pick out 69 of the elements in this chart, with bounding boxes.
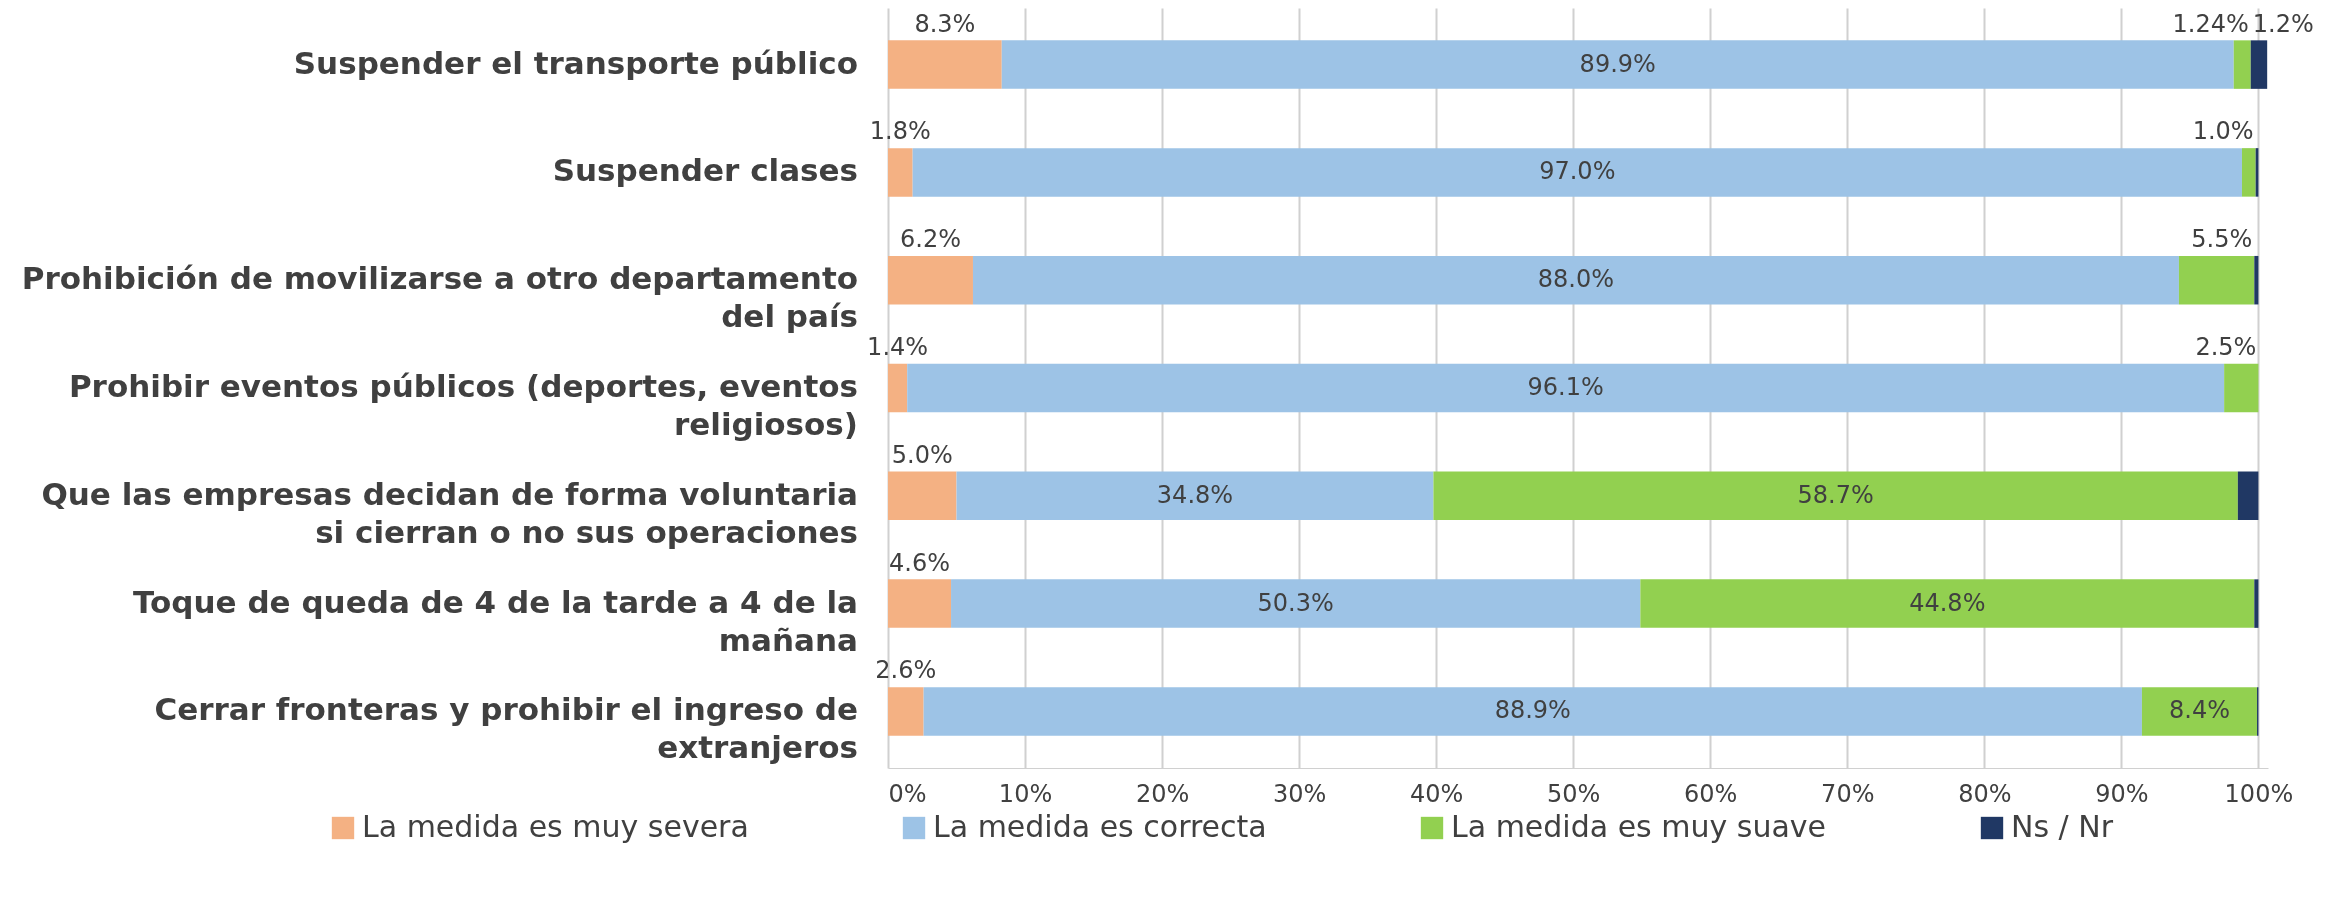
data-label: 44.8% (1909, 588, 1986, 617)
bar (2241, 148, 2256, 197)
data-label: 5.0% (891, 440, 953, 469)
data-label: 1.0% (2192, 117, 2254, 146)
data-label: 8.3% (914, 9, 976, 38)
data-label: 1.8% (869, 117, 931, 146)
data-label: 96.1% (1527, 373, 1604, 401)
data-label: 88.9% (1494, 696, 1571, 725)
data-label: 1.4% (867, 333, 929, 361)
bar (888, 255, 973, 305)
y-tick-label: Prohibir eventos públicos (deportes, eventos religiosos) (68, 368, 858, 442)
y-tick-label: Toque de queda de 4 de la tarde a 4 de la mañana (133, 583, 858, 658)
bar (1001, 40, 2234, 89)
data-label: 89.9% (1579, 49, 1656, 78)
data-label: 1.2% (2252, 9, 2314, 38)
data-label: 2.5% (2195, 333, 2257, 361)
bar (2254, 255, 2259, 305)
bar (2224, 363, 2259, 413)
data-label: 34.8% (1156, 480, 1234, 509)
bar (2178, 255, 2255, 305)
bar (888, 687, 924, 736)
y-tick-label: Suspender el transporte público (293, 44, 858, 81)
x-tick-label: 20% (1135, 779, 1190, 808)
bar (1433, 471, 2238, 521)
legend-label: La medida es correcta (933, 809, 1267, 844)
data-label: 5.5% (2191, 225, 2253, 254)
bar (2233, 40, 2251, 89)
x-tick-label: 100% (2224, 779, 2294, 808)
x-tick-label: 40% (1409, 779, 1464, 808)
bar (888, 148, 913, 197)
bar (907, 363, 2225, 413)
y-tick-label: Cerrar fronteras y prohibir el ingreso de extranjeros (154, 691, 858, 766)
data-label: 8.4% (2168, 696, 2230, 725)
bar (2254, 579, 2259, 628)
x-tick-label: 0% (888, 779, 927, 808)
x-tick-label: 30% (1272, 779, 1327, 808)
data-label: 88.0% (1537, 265, 1615, 294)
bar (888, 40, 1002, 89)
x-tick-label: 50% (1547, 779, 1601, 808)
bar (1640, 579, 2255, 628)
bar (923, 687, 2142, 736)
legend-label: Ns / Nr (2011, 809, 2114, 844)
x-tick-label: 60% (1684, 779, 1738, 808)
legend-label: La medida es muy severa (362, 809, 749, 844)
x-tick-label: 10% (998, 779, 1053, 808)
bar (951, 579, 1641, 628)
data-label: 1.24% (2172, 9, 2249, 38)
bar (2237, 471, 2259, 521)
bar (2250, 40, 2268, 89)
bar (956, 471, 1434, 521)
bar (2141, 687, 2258, 736)
data-label: 6.2% (899, 225, 961, 254)
y-tick-label: Suspender clases (552, 152, 858, 189)
y-tick-label: Que las empresas decidan de forma voluntaria si cierran o no sus operaciones (41, 475, 858, 550)
bar (888, 471, 957, 521)
data-label: 97.0% (1539, 157, 1616, 186)
bar (888, 363, 908, 413)
data-label: 2.6% (875, 656, 937, 685)
data-label: 4.6% (889, 548, 951, 577)
x-tick-label: 90% (2095, 779, 2149, 808)
x-tick-label: 70% (1821, 779, 1875, 808)
data-label: 50.3% (1257, 588, 1334, 617)
data-label: 58.7% (1797, 480, 1874, 509)
bar (972, 255, 2179, 305)
bar (888, 579, 952, 628)
x-tick-label: 80% (1958, 779, 2012, 808)
bar (912, 148, 2242, 197)
y-tick-label: Prohibición de movilizarse a otro departamento del país (21, 260, 858, 335)
legend-label: La medida es muy suave (1451, 809, 1827, 844)
